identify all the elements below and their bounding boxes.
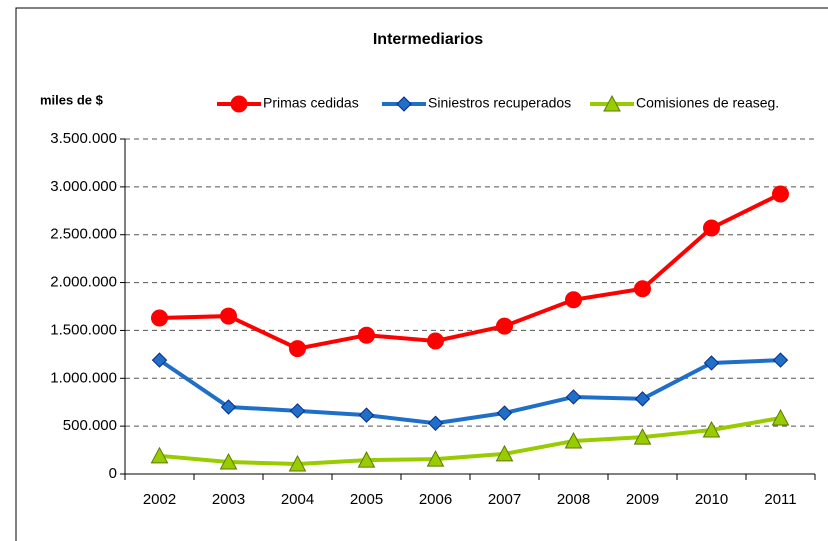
y-tick-label: 3.000.000	[50, 178, 117, 195]
point	[358, 326, 375, 344]
x-tick-label: 2011	[764, 491, 796, 508]
chart-title: Intermediarios	[373, 31, 483, 48]
point	[703, 219, 720, 237]
legend-marker	[396, 96, 412, 112]
y-tick-label: 2.500.000	[50, 226, 117, 243]
legend-label: Primas cedidas	[263, 95, 359, 111]
y-axis-label: miles de $	[40, 92, 104, 107]
point	[703, 355, 720, 371]
point	[357, 451, 376, 468]
x-tick-label: 2003	[212, 491, 245, 508]
x-tick-label: 2002	[143, 491, 176, 508]
x-tick-label: 2009	[626, 491, 659, 508]
point	[496, 317, 513, 335]
point	[564, 431, 583, 449]
point	[358, 407, 375, 423]
point	[427, 332, 444, 350]
point	[219, 452, 238, 470]
y-tick-label: 1.500.000	[50, 321, 117, 338]
x-tick-label: 2004	[281, 491, 314, 508]
point	[150, 446, 169, 464]
legend-label: Comisiones de reaseg.	[636, 95, 779, 111]
point	[495, 444, 514, 462]
line	[158, 358, 781, 426]
point	[772, 185, 789, 203]
frame	[15, 7, 828, 541]
y-tick-label: 1.000.000	[50, 369, 117, 386]
point	[772, 352, 789, 368]
legend-marker	[603, 94, 621, 112]
point	[289, 403, 306, 419]
point	[289, 340, 306, 358]
point	[565, 389, 582, 405]
point	[426, 450, 445, 467]
x-tick-label: 2010	[695, 491, 728, 508]
point	[634, 391, 651, 407]
point	[496, 405, 513, 421]
legend-marker	[230, 95, 248, 113]
point	[565, 291, 582, 309]
x-tick-label: 2005	[350, 491, 383, 508]
legend-label: Siniestros recuperados	[428, 95, 571, 111]
y-tick-label: 3.500.000	[50, 130, 117, 147]
line	[159, 416, 781, 466]
point	[288, 454, 307, 472]
line	[159, 192, 782, 351]
point	[702, 420, 721, 438]
y-tick-label: 0	[109, 465, 117, 482]
x-tick-label: 2007	[488, 491, 521, 508]
point	[427, 415, 444, 431]
x-tick-label: 2006	[419, 491, 452, 508]
point	[151, 352, 168, 368]
point	[220, 399, 237, 415]
point	[151, 309, 168, 327]
point	[220, 307, 237, 325]
y-tick-label: 2.000.000	[50, 274, 117, 291]
point	[771, 408, 790, 426]
x-tick-label: 2008	[557, 491, 590, 508]
point	[634, 280, 651, 298]
y-tick-label: 500.000	[63, 417, 117, 434]
point	[633, 428, 652, 445]
